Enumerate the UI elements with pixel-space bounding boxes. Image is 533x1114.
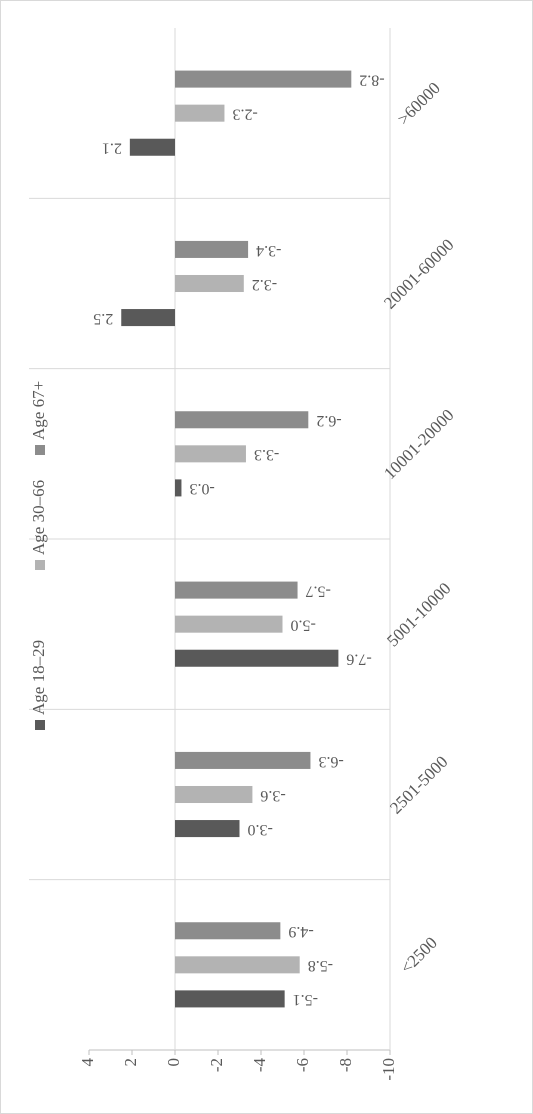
data-label: -3.0 <box>248 821 273 838</box>
bar <box>175 990 285 1008</box>
bar <box>175 411 309 429</box>
data-label: -2.3 <box>232 105 257 122</box>
bar <box>175 615 283 633</box>
legend-label: Age 18–29 <box>29 640 48 715</box>
data-label: -5.8 <box>308 957 333 974</box>
data-label: -3.2 <box>252 276 277 293</box>
data-label: -3.4 <box>256 242 281 259</box>
y-tick-label: -6 <box>293 1058 312 1072</box>
legend-label: Age 67+ <box>29 381 48 440</box>
data-label: -0.3 <box>189 480 214 497</box>
y-tick-label: 2 <box>121 1058 140 1067</box>
data-label: -8.2 <box>359 71 384 88</box>
y-tick-label: 4 <box>78 1058 97 1067</box>
bar <box>175 274 244 293</box>
legend-label: Age 30–66 <box>29 480 48 555</box>
bar <box>121 309 175 327</box>
data-label: -6.3 <box>318 753 343 770</box>
bar <box>175 922 281 940</box>
y-tick-label: -4 <box>250 1058 269 1073</box>
y-tick-label: 0 <box>164 1058 183 1067</box>
bar <box>175 581 298 599</box>
bar <box>175 751 311 769</box>
data-label: -3.3 <box>254 446 279 463</box>
legend-swatch <box>35 720 45 730</box>
data-label: -7.6 <box>346 651 371 668</box>
data-label: -4.9 <box>288 923 313 940</box>
bar <box>175 445 246 463</box>
bar <box>175 820 240 838</box>
data-label: 2.5 <box>93 310 113 327</box>
bar <box>175 649 339 667</box>
y-tick-label: -10 <box>379 1058 398 1081</box>
y-tick-label: -2 <box>207 1058 226 1072</box>
bar <box>175 104 225 122</box>
legend-swatch <box>35 445 45 455</box>
data-label: -3.6 <box>260 787 285 804</box>
data-label: 2.1 <box>102 140 122 157</box>
bar <box>129 138 176 156</box>
bar <box>175 785 253 804</box>
bar <box>175 956 300 974</box>
bar <box>175 70 352 88</box>
data-label: -5.0 <box>291 616 316 633</box>
data-label: -6.2 <box>316 412 341 429</box>
y-tick-label: -8 <box>336 1058 355 1072</box>
bar <box>175 479 182 497</box>
legend-swatch <box>35 560 45 570</box>
bar <box>175 240 249 258</box>
data-label: -5.1 <box>293 991 318 1008</box>
data-label: -5.7 <box>306 582 331 599</box>
